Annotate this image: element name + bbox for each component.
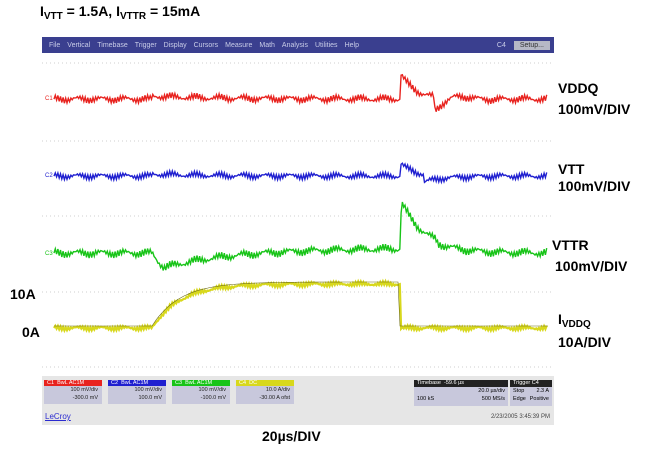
channel-box-c1[interactable]: C1 BwL AC1M 100 mV/div -300.0 mV: [44, 380, 102, 404]
menu-help[interactable]: Help: [344, 41, 359, 49]
menu-file[interactable]: File: [49, 41, 61, 49]
capture-timestamp: 2/23/2005 3:45:39 PM: [490, 414, 550, 420]
menu-vertical[interactable]: Vertical: [67, 41, 91, 49]
channel-box-c2[interactable]: C2 BwL AC1M 100 mV/div 100.0 mV: [108, 380, 166, 404]
level-label-0a: 0A: [22, 324, 40, 340]
figure-title: IVTT = 1.5A, IVTTR = 15mA: [40, 3, 201, 22]
menu-cursors[interactable]: Cursors: [193, 41, 219, 49]
oscilloscope-window: File Vertical Timebase Trigger Display C…: [42, 37, 554, 425]
waveform-display[interactable]: C1 C2 C3: [42, 53, 554, 376]
menu-math[interactable]: Math: [259, 41, 275, 49]
brand-logo: LeCroy: [45, 412, 71, 421]
label-vttr-name: VTTR: [552, 237, 589, 253]
label-vtt-name: VTT: [558, 161, 585, 177]
trace-marker-c2: C2: [45, 173, 53, 179]
info-panel: C1 BwL AC1M 100 mV/div -300.0 mV C2 BwL …: [42, 376, 554, 425]
menu-trigger[interactable]: Trigger: [134, 41, 157, 49]
label-vttr-scale: 100mV/DIV: [555, 258, 628, 274]
label-vddq-name: VDDQ: [558, 80, 599, 96]
channel-box-c3[interactable]: C3 BwL AC1M 100 mV/div -100.0 mV: [172, 380, 230, 404]
trace-ivddq: [53, 278, 548, 334]
trigger-box[interactable]: Trigger C4 Stop 2.3 A Edge Positive: [510, 380, 552, 406]
menu-analysis[interactable]: Analysis: [281, 41, 308, 49]
label-vddq-scale: 100mV/DIV: [558, 101, 631, 117]
timebase-box[interactable]: Timebase -59.6 µs 20.0 µs/div 100 kS 500 …: [414, 380, 508, 406]
trace-marker-c3: C3: [45, 251, 53, 257]
trace-vttr: C3: [45, 201, 548, 271]
trace-marker-c1: C1: [45, 96, 53, 102]
x-scale-label: 20µs/DIV: [262, 428, 321, 444]
channel-box-c4[interactable]: C4 DC 10.0 A/div -30.00 A ofst: [236, 380, 294, 404]
label-vtt-scale: 100mV/DIV: [558, 178, 631, 194]
menu-display[interactable]: Display: [163, 41, 187, 49]
trace-canvas: C1 C2 C3: [42, 62, 554, 368]
menu-measure[interactable]: Measure: [225, 41, 253, 49]
grid: [42, 62, 554, 368]
label-ivddq-name: IVDDQ: [558, 311, 591, 330]
level-label-10a: 10A: [10, 286, 36, 302]
menu-utilities[interactable]: Utilities: [315, 41, 338, 49]
active-channel-label: C4: [496, 41, 506, 49]
trace-vddq: C1: [45, 73, 548, 112]
menu-timebase[interactable]: Timebase: [97, 41, 128, 49]
trace-vtt: C2: [45, 162, 548, 185]
setup-button[interactable]: Setup...: [513, 40, 550, 50]
menu-bar: File Vertical Timebase Trigger Display C…: [42, 37, 554, 53]
label-ivddq-scale: 10A/DIV: [558, 334, 611, 350]
